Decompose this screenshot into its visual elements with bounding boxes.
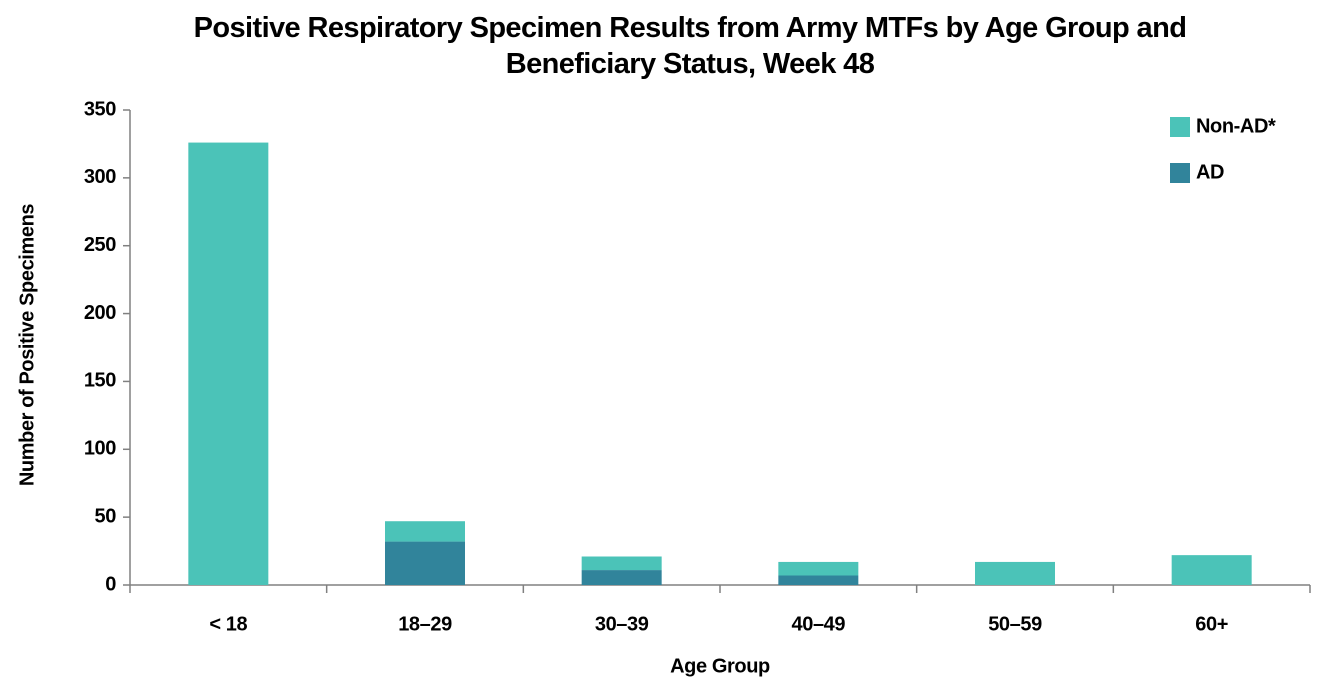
bar-segment [188,142,269,586]
bar-segment [581,570,662,585]
x-tick-label: 30–39 [595,613,649,635]
y-tick-label: 0 [105,573,116,595]
legend-swatch [1170,163,1190,183]
legend-label: Non-AD* [1196,115,1276,137]
bar-segment [1171,555,1252,585]
legend-label: AD [1196,161,1224,183]
x-axis-label: Age Group [670,655,770,677]
x-tick-label: < 18 [209,613,247,635]
y-tick-label: 200 [84,302,116,324]
bar-segment [581,556,662,571]
y-tick-label: 150 [84,370,116,392]
chart-title: Positive Respiratory Specimen Results fr… [193,12,1187,80]
x-tick-label: 18–29 [398,613,452,635]
x-tick-label: 40–49 [792,613,846,635]
y-axis-label: Number of Positive Specimens [16,204,38,486]
bar-segment [778,561,859,576]
y-tick-label: 250 [84,234,116,256]
x-tick-label: 50–59 [988,613,1042,635]
y-tick-label: 50 [95,505,117,527]
legend-swatch [1170,117,1190,137]
bar-segment [778,575,859,585]
y-tick-label: 350 [84,98,116,120]
y-tick-label: 100 [84,438,116,460]
bar-segment [975,561,1055,585]
bar-segment [385,521,465,542]
x-tick-label: 60+ [1195,613,1228,635]
y-tick-label: 300 [84,166,116,188]
bar-segment [385,541,465,585]
